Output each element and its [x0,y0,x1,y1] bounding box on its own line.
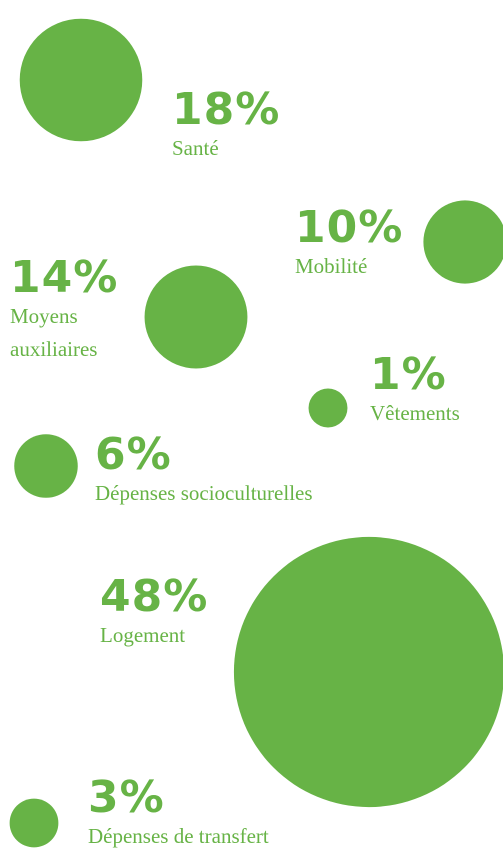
bubble [423,200,503,284]
category-label: Santé [172,136,219,160]
bubble [9,798,59,848]
bubble [308,388,348,428]
label-block: 1% Vêtements [370,353,500,430]
value-label: 6% [95,429,172,480]
bubble [14,434,78,498]
value-label: 3% [88,772,165,823]
category-label: Dépenses socioculturelles [95,481,313,505]
category-label: Dépenses de transfert [88,824,269,848]
category-label: Vêtements [370,401,460,425]
label-block: 18% Santé [172,88,372,165]
value-label: 18% [172,84,281,135]
bubble [144,265,248,369]
label-block: 14% Moyens auxiliaires [10,256,135,366]
label-block: 48% Logement [100,575,240,652]
value-label: 48% [100,571,209,622]
category-label: Mobilité [295,254,368,278]
value-label: 1% [370,349,447,400]
label-block: 3% Dépenses de transfert [88,776,388,853]
value-label: 14% [10,252,119,303]
category-label: Moyens auxiliaires [10,304,98,361]
bubble [233,536,503,808]
category-label: Logement [100,623,186,647]
value-label: 10% [295,202,404,253]
label-block: 10% Mobilité [295,206,415,283]
bubble [19,18,143,142]
label-block: 6% Dépenses socioculturelles [95,433,415,510]
